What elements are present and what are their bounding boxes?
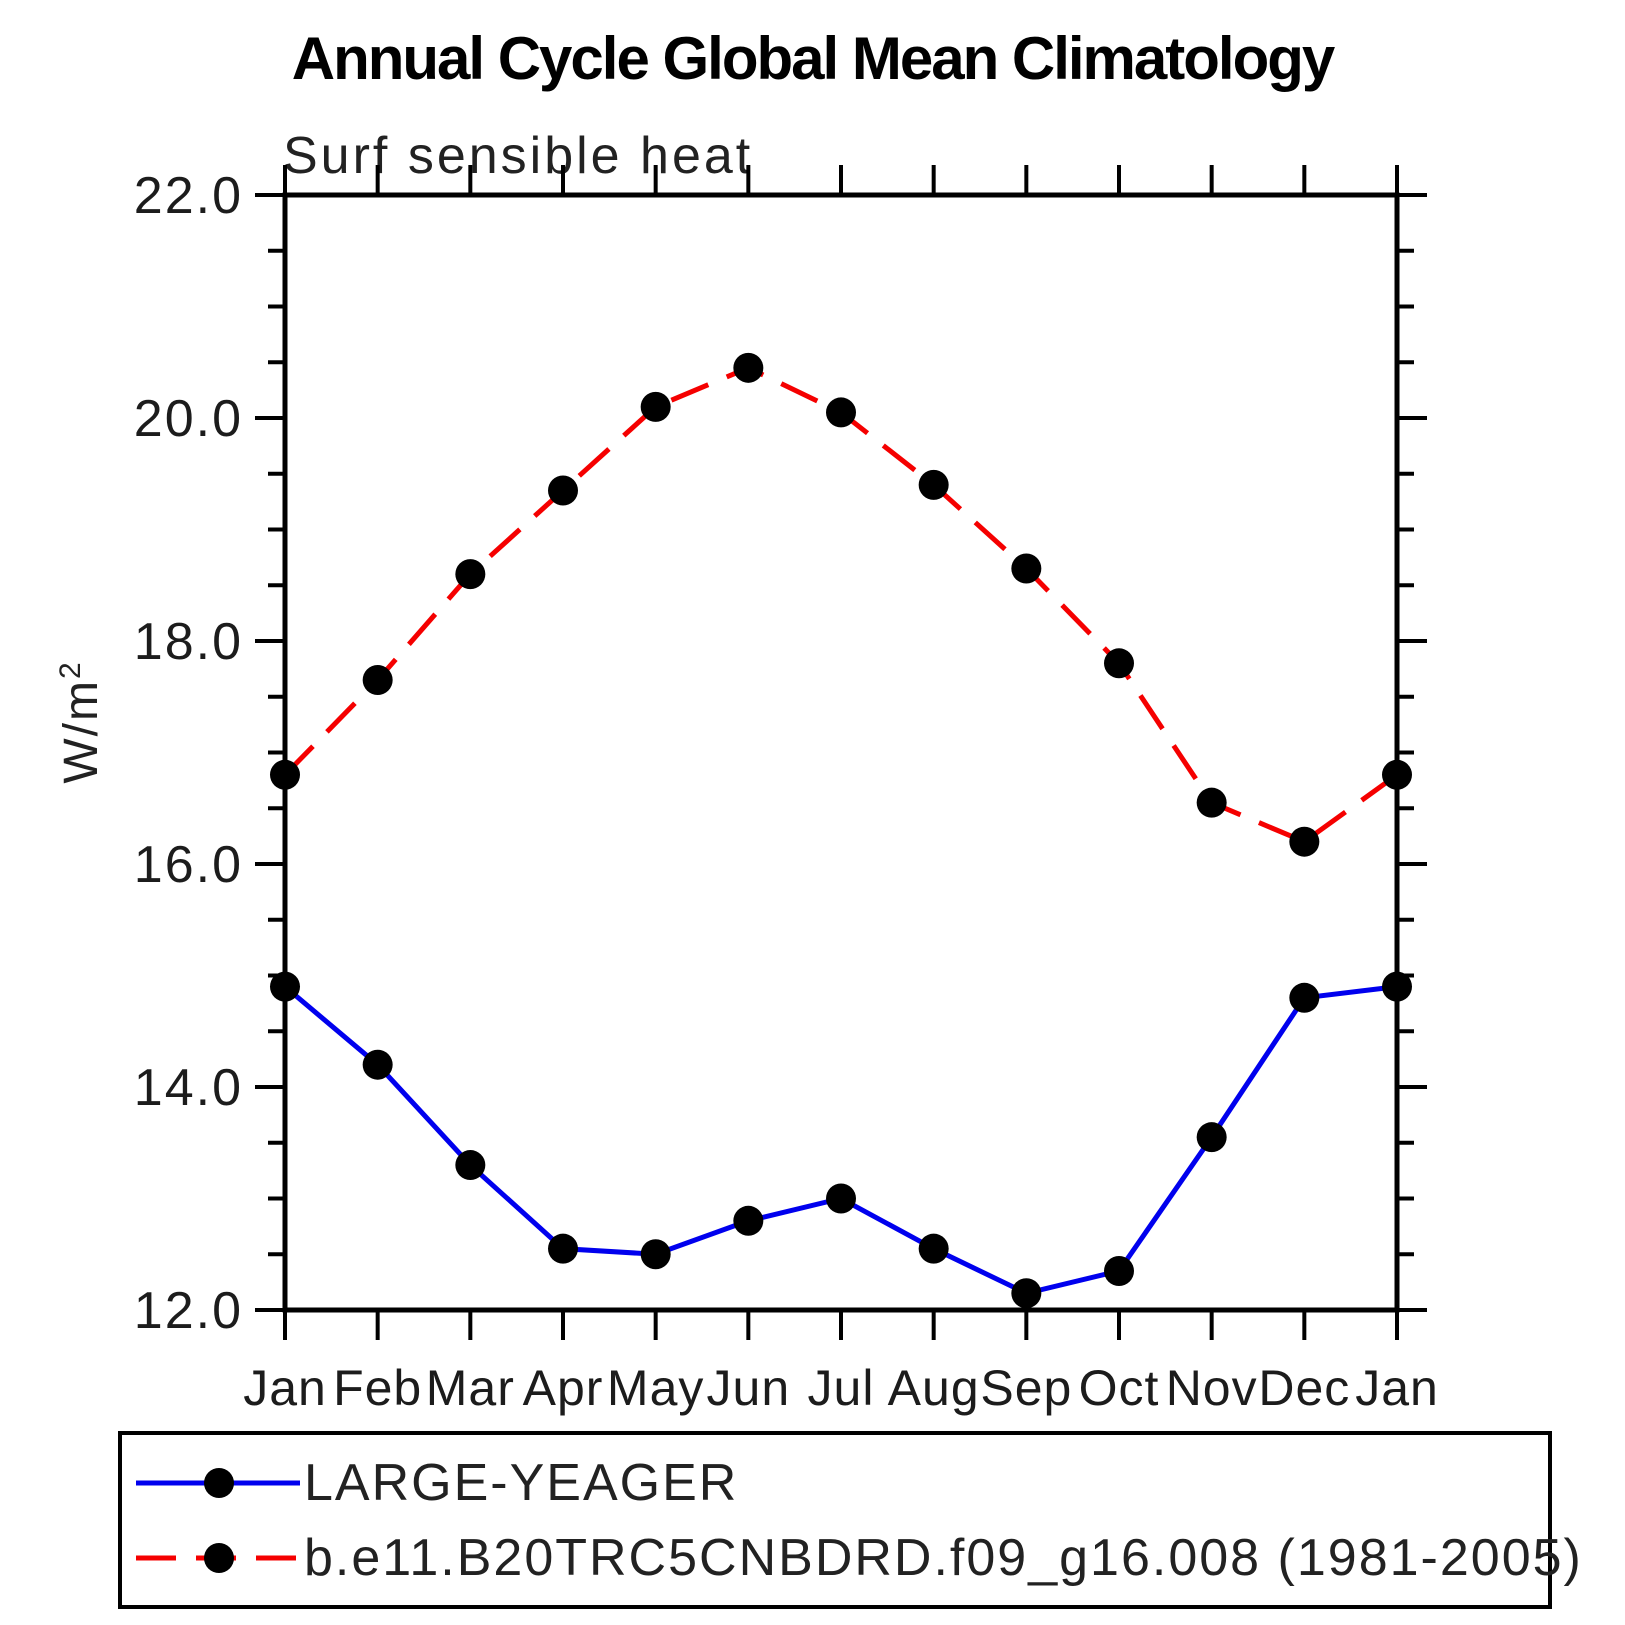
legend-swatch-solid: [136, 1467, 300, 1498]
y-tick-label: 16.0: [134, 836, 243, 894]
data-point-marker: [1196, 787, 1227, 818]
legend-swatch-dashed: [136, 1542, 300, 1573]
legend: LARGE-YEAGER b.e11.B20TRC5CNBDRD.f09_g16…: [118, 1431, 1581, 1609]
x-tick-label: Mar: [426, 1360, 515, 1416]
y-tick-label: 20.0: [134, 390, 243, 448]
data-point-marker: [1104, 648, 1134, 679]
data-point-marker: [455, 559, 486, 590]
x-tick-label: Jan: [243, 1360, 327, 1416]
data-point-marker: [270, 759, 300, 790]
x-tick-label: Apr: [523, 1360, 604, 1416]
x-tick-label: Nov: [1166, 1360, 1258, 1416]
x-tick-label: Jan: [1355, 1360, 1439, 1416]
data-point-marker: [1289, 982, 1320, 1013]
series-line: [283, 365, 1399, 845]
data-point-marker: [1289, 826, 1320, 857]
x-tick-label: Dec: [1258, 1360, 1350, 1416]
data-point-marker: [1382, 971, 1412, 1002]
legend-marker-dot: [204, 1467, 234, 1498]
plot-area: Jan Feb Mar Apr May Jun Jul Aug Sep Oct Nov Dec Jan1…: [134, 165, 1439, 1416]
legend-label-model: b.e11.B20TRC5CNBDRD.f09_g16.008 (1981-20…: [304, 1528, 1583, 1587]
x-tick-label: Aug: [888, 1360, 980, 1416]
data-point-marker: [918, 469, 949, 500]
x-tick-label: Jul: [808, 1360, 875, 1416]
data-point-marker: [1196, 1122, 1227, 1153]
data-point-marker: [918, 1233, 949, 1264]
x-tick-label: May: [607, 1360, 704, 1416]
series-line: [283, 984, 1398, 1296]
legend-marker-dot: [204, 1542, 234, 1573]
chart-title: Annual Cycle Global Mean Climatology: [291, 25, 1336, 92]
y-tick-label: 12.0: [134, 1282, 243, 1340]
x-tick-label: Sep: [980, 1360, 1072, 1416]
data-point-marker: [362, 1049, 393, 1080]
data-point-marker: [1382, 759, 1412, 790]
data-point-marker: [733, 352, 764, 383]
data-point-marker: [640, 1239, 671, 1270]
data-point-marker: [1104, 1255, 1134, 1286]
y-tick-label: 18.0: [134, 613, 243, 671]
x-tick-label: Oct: [1079, 1360, 1160, 1416]
data-point-marker: [362, 665, 393, 696]
chart-subtitle: Surf sensible heat: [283, 127, 754, 185]
data-point-marker: [826, 397, 856, 428]
x-tick-label: Jun: [707, 1360, 791, 1416]
data-point-marker: [826, 1183, 856, 1214]
y-tick-label: 22.0: [134, 167, 243, 225]
data-point-marker: [455, 1150, 486, 1181]
y-tick-label: 14.0: [134, 1059, 243, 1117]
data-point-marker: [1011, 553, 1042, 584]
legend-row-large-yeager: LARGE-YEAGER: [122, 1445, 1548, 1520]
data-point-marker: [270, 971, 300, 1002]
x-tick-label: Feb: [333, 1360, 422, 1416]
data-point-marker: [548, 475, 578, 506]
legend-row-model: b.e11.B20TRC5CNBDRD.f09_g16.008 (1981-20…: [122, 1520, 1581, 1595]
data-point-marker: [1011, 1278, 1042, 1309]
data-point-marker: [548, 1233, 578, 1264]
data-point-marker: [640, 391, 671, 422]
legend-label-large-yeager: LARGE-YEAGER: [304, 1453, 739, 1512]
data-point-marker: [733, 1205, 764, 1236]
